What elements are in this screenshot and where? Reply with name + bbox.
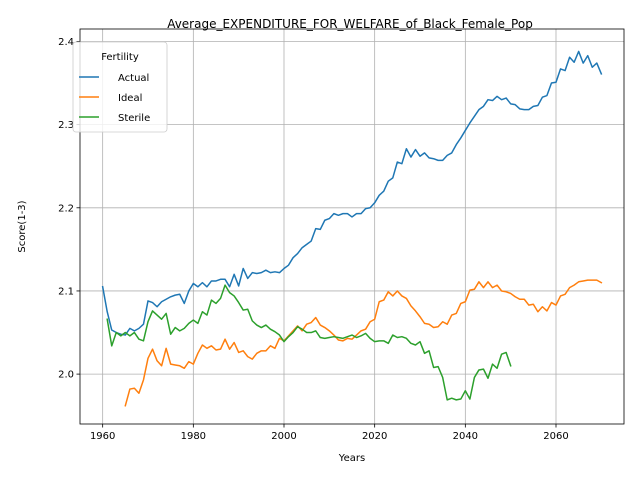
- y-tick-label: 2.0: [58, 370, 74, 381]
- series-lines: [101, 50, 603, 407]
- legend-label-ideal: Ideal: [118, 93, 142, 104]
- legend-title: Fertility: [101, 52, 139, 63]
- x-tick-label: 2000: [271, 431, 296, 442]
- y-axis-label: Score(1-3): [17, 200, 28, 252]
- x-tick-label: 1960: [90, 431, 115, 442]
- y-tick-label: 2.2: [58, 203, 74, 214]
- x-tick-label: 2020: [362, 431, 387, 442]
- axis-ticks: 1960 1980 2000 2020 2040 2060 2.0 2.1 2.2 2.3 2.4: [58, 37, 569, 442]
- series-line-actual: [101, 50, 603, 336]
- y-tick-label: 2.4: [58, 37, 74, 48]
- chart-title: Average_EXPENDITURE_FOR_WELFARE_of_Black…: [167, 17, 533, 31]
- legend: Fertility Actual Ideal Sterile: [72, 41, 168, 133]
- x-tick-label: 2040: [453, 431, 478, 442]
- legend-label-actual: Actual: [118, 73, 149, 84]
- series-line-ideal: [124, 279, 603, 407]
- plot-frame: [79, 28, 625, 425]
- series-line-sterile: [106, 284, 512, 401]
- legend-label-sterile: Sterile: [118, 113, 150, 124]
- grid: [80, 29, 624, 424]
- x-tick-label: 1980: [181, 431, 206, 442]
- x-axis-label: Years: [338, 453, 365, 464]
- y-tick-label: 2.3: [58, 120, 74, 131]
- legend-frame: [72, 41, 168, 133]
- legend-items: Actual Ideal Sterile: [79, 73, 150, 124]
- y-tick-label: 2.1: [58, 286, 74, 297]
- x-tick-label: 2060: [543, 431, 568, 442]
